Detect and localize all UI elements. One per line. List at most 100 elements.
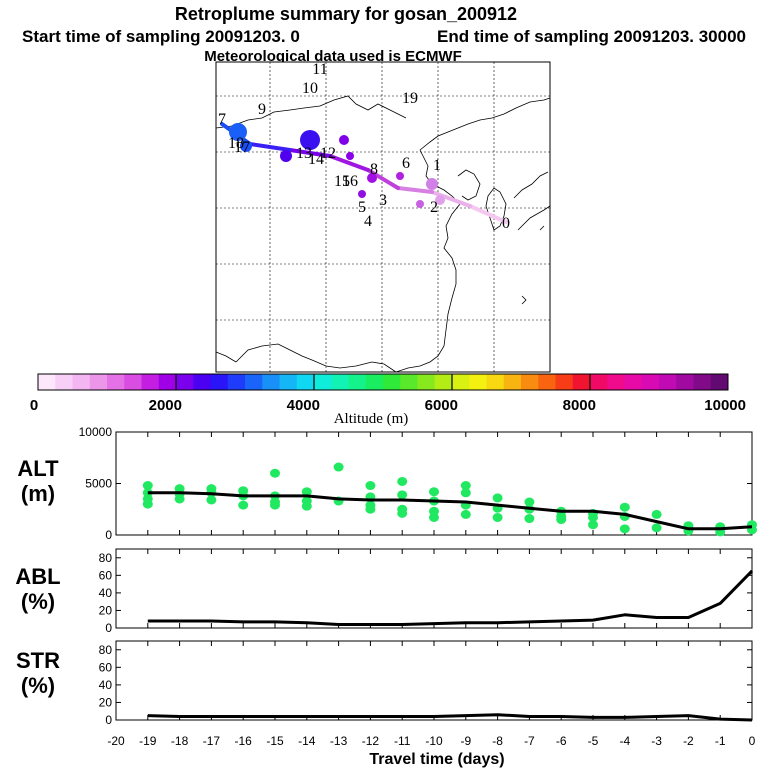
plume-particle [435, 195, 445, 205]
y-tick-label: 80 [99, 551, 113, 565]
colorbar-swatch [176, 374, 194, 390]
x-tick-label: -13 [330, 734, 348, 748]
colorbar-swatch [659, 374, 677, 390]
y-tick-label: 60 [99, 568, 113, 582]
altitude-sample-point [397, 476, 408, 486]
colorbar-swatch [193, 374, 211, 390]
abl-panel: 0 20 40 60 80 [99, 548, 754, 635]
trajectory-day-label: 13 [296, 145, 312, 162]
colorbar-swatch [607, 374, 625, 390]
colorbar-swatch [72, 374, 91, 390]
altitude-sample-point [206, 495, 217, 505]
plume-particle [229, 123, 247, 141]
colorbar-tick-label: 8000 [563, 397, 596, 414]
str-panel: 0 20 40 60 80 [99, 640, 753, 727]
colorbar-swatch [227, 374, 246, 390]
title-end-time: End time of sampling 20091203. 30000 [437, 27, 746, 46]
trajectory-day-label: 15 [334, 173, 350, 190]
colorbar-swatch [158, 374, 177, 390]
altitude-sample-point [460, 481, 471, 491]
x-tick-label: -3 [651, 734, 662, 748]
y-tick-label: 20 [99, 603, 113, 617]
trajectory-day-label: 14 [308, 151, 324, 168]
trajectory-day-label: 18 [228, 135, 244, 152]
alt-panel-label: ALT [17, 456, 59, 481]
coastline-outline [215, 95, 551, 373]
colorbar-swatch [141, 374, 160, 390]
plume-particle [416, 200, 424, 208]
altitude-sample-point [397, 490, 408, 500]
altitude-sample-point [492, 512, 503, 522]
x-tick-label: -11 [394, 734, 411, 748]
colorbar-swatch [210, 374, 229, 390]
colorbar-swatch [400, 374, 418, 390]
plume-particle [339, 135, 349, 145]
str-panel-unit: (%) [21, 673, 55, 698]
colorbar-frame [37, 373, 729, 391]
altitude-sample-point [619, 502, 630, 512]
alt-panel-unit: (m) [21, 481, 55, 506]
trajectory-day-label: 3 [379, 192, 387, 209]
x-tick-label: -1 [715, 734, 726, 748]
trajectory-day-label: 6 [402, 155, 410, 172]
altitude-sample-point [524, 514, 535, 524]
colorbar-swatch [469, 374, 487, 390]
x-tick-label: -19 [139, 734, 157, 748]
plume-particle [426, 178, 438, 190]
trajectory-day-label: 7 [218, 111, 226, 128]
y-tick-label: 0 [105, 621, 112, 635]
altitude-sample-point [460, 509, 471, 519]
colorbar-swatch [279, 374, 298, 390]
colorbar-swatch [641, 374, 660, 390]
trajectory-day-label: 1 [433, 157, 441, 174]
colorbar-swatch [434, 374, 453, 390]
altitude-sample-point [301, 487, 312, 497]
colorbar-swatch [124, 374, 142, 390]
colorbar-swatch [503, 374, 522, 390]
y-tick-label: 40 [99, 586, 113, 600]
colorbar-swatch [538, 374, 556, 390]
y-tick-label: 80 [99, 643, 113, 657]
trajectory-day-label: 19 [402, 90, 418, 107]
colorbar-swatch [348, 374, 367, 390]
trajectory-day-label: 16 [342, 173, 358, 190]
trajectory-day-label: 17 [234, 139, 250, 156]
altitude-colorbar [37, 373, 729, 391]
trajectory-day-label: 5 [358, 199, 366, 216]
altitude-sample-point [429, 512, 439, 522]
str-series-line [147, 713, 753, 722]
colorbar-title: Altitude (m) [334, 411, 409, 427]
altitude-sample-point [429, 487, 439, 497]
y-tick-label: 5000 [85, 477, 112, 491]
title-met-data: Meteorological data used is ECMWF [204, 48, 462, 65]
trajectory-day-label: 12 [320, 145, 336, 162]
colorbar-swatch [55, 374, 73, 390]
x-tick-label: -6 [556, 734, 567, 748]
colorbar-swatch [486, 374, 505, 390]
trajectory-segment [396, 186, 434, 194]
y-tick-label: 60 [99, 660, 113, 674]
colorbar-swatch [296, 374, 315, 390]
colorbar-tick-label: 6000 [425, 397, 458, 414]
altitude-sample-point [365, 500, 376, 510]
y-tick-label: 0 [105, 713, 112, 727]
altitude-sample-point [270, 500, 280, 510]
x-axis-title: Travel time (days) [369, 751, 504, 768]
altitude-sample-point [651, 523, 662, 533]
altitude-sample-point [460, 488, 471, 498]
trajectory-segment [468, 204, 508, 224]
y-tick-label: 40 [99, 678, 113, 692]
altitude-sample-point [588, 512, 598, 522]
colorbar-swatch [262, 374, 280, 390]
colorbar-swatch [89, 374, 108, 390]
title-start-time: Start time of sampling 20091203. 0 [22, 27, 300, 46]
altitude-sample-point [524, 497, 535, 507]
panel-frame [115, 640, 753, 721]
x-tick-label: -18 [171, 734, 189, 748]
x-tick-label: -14 [298, 734, 316, 748]
colorbar-swatch [676, 374, 694, 390]
x-tick-label: -12 [362, 734, 380, 748]
